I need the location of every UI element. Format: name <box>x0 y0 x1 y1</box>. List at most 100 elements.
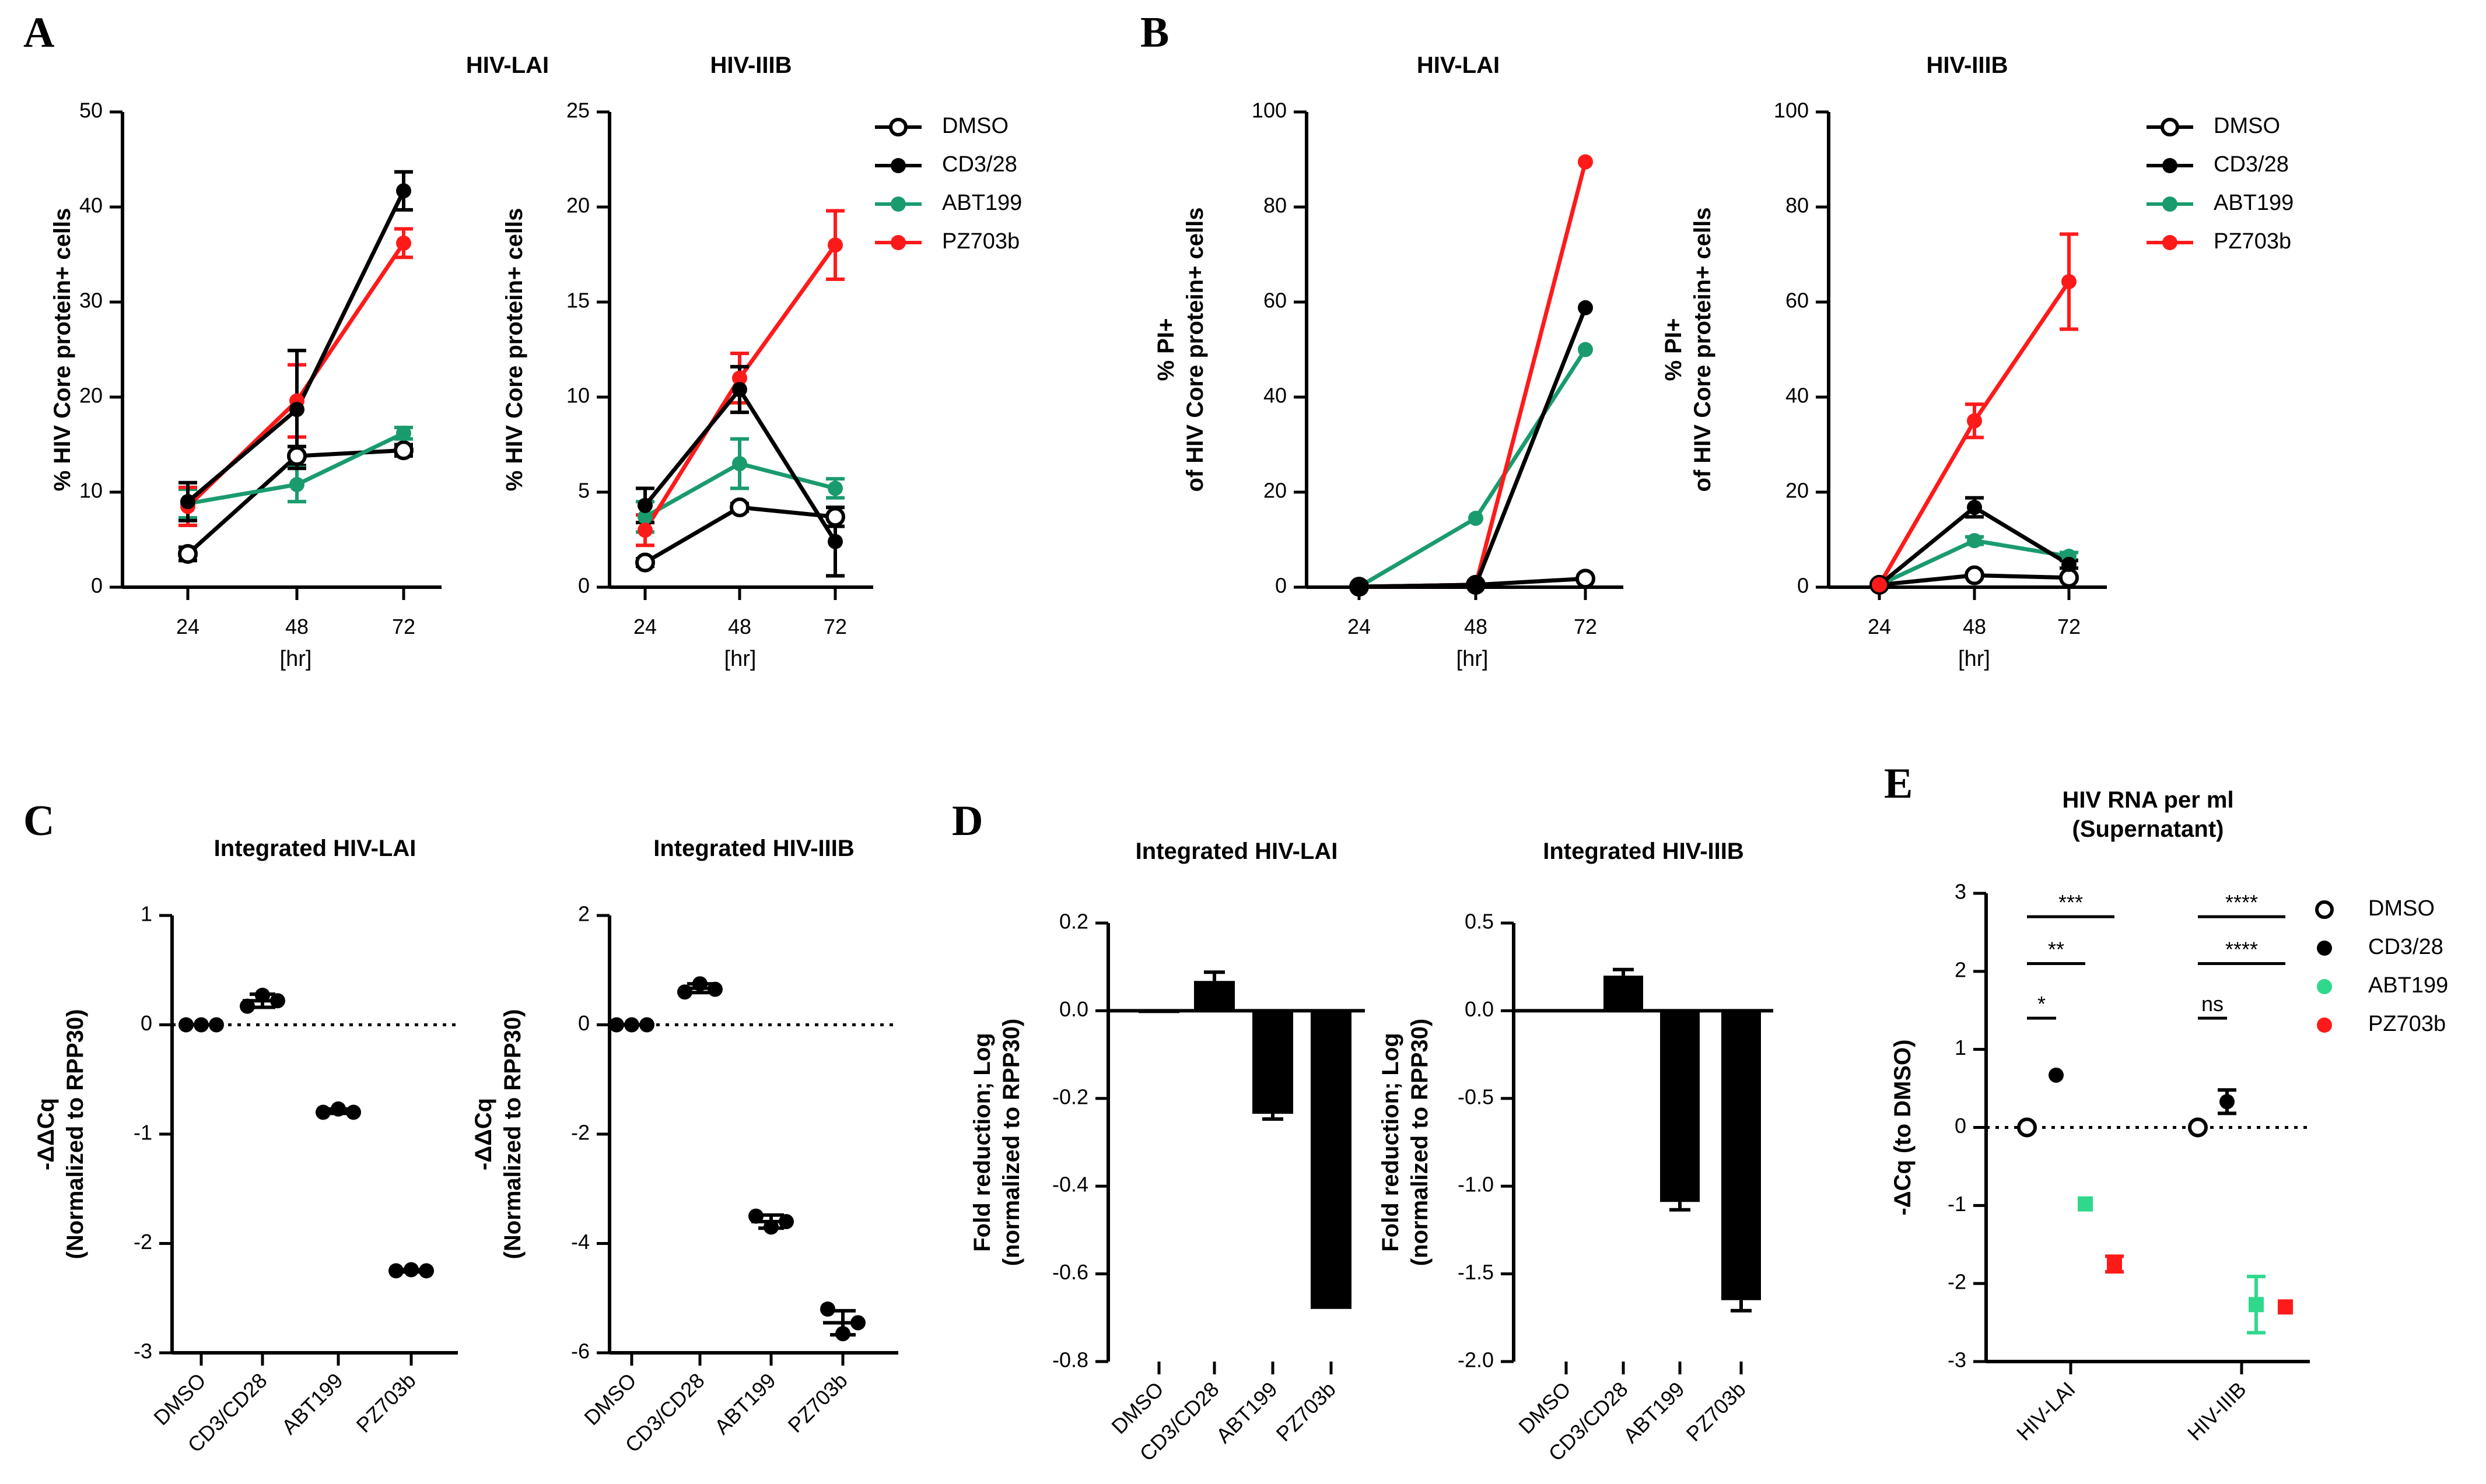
significance-label: **** <box>2225 937 2258 961</box>
y-tick-label: -1.0 <box>1458 1173 1494 1197</box>
point-CD3/28 <box>2061 556 2077 572</box>
y-tick-label: 10 <box>566 384 590 408</box>
y-tick-label: -2 <box>571 1121 590 1145</box>
data-point <box>624 1017 639 1033</box>
y-tick-label: -1 <box>1948 1192 1966 1216</box>
point-DMSO <box>825 507 845 527</box>
y-axis-label: (normalized to RPP30) <box>1407 1019 1433 1267</box>
data-point <box>404 1262 419 1278</box>
y-tick-label: 20 <box>79 384 103 408</box>
line-chart-A1: 0 10 20 30 40 50 24 48 72 [hr] % HIV Core protein+… <box>50 52 549 671</box>
bar-chart-D1: -0.8-0.6-0.4-0.20.00.2DMSOCD3/CD28ABT199… <box>969 839 1365 1466</box>
point-CD3/28 <box>2049 1067 2064 1083</box>
y-tick-label: 40 <box>1785 384 1809 408</box>
legend-marker-DMSO <box>2161 118 2179 136</box>
point-DMSO <box>287 446 307 466</box>
line-chart-B2: 0 20 40 60 80 100 24 48 72 [hr] % PI+ of HIV Core p… <box>1661 52 2294 671</box>
x-tick-label: DMSO <box>579 1369 640 1430</box>
legend-marker-DMSO <box>2315 900 2334 919</box>
data-point <box>820 1301 835 1317</box>
point-ABT199 <box>1578 342 1593 357</box>
y-axis-label: of HIV Core protein+ cells <box>1690 208 1715 492</box>
point-DMSO <box>730 497 750 518</box>
data-point <box>255 987 270 1003</box>
y-tick-label: 2 <box>578 902 590 926</box>
y-tick-label: 0 <box>578 1011 590 1035</box>
point-CD3/28 <box>638 497 653 513</box>
y-axis-label: -ΔΔCq <box>471 1098 496 1170</box>
y-tick-label: 0.0 <box>1059 997 1088 1021</box>
y-tick-label: 25 <box>566 99 590 122</box>
x-tick-label: 48 <box>285 615 309 638</box>
legend-marker-ABT199 <box>891 197 906 212</box>
x-tick-label: 72 <box>1574 615 1597 638</box>
x-tick-label: 72 <box>2057 615 2081 638</box>
y-tick-label: -6 <box>571 1339 590 1363</box>
x-tick-label: HIV-IIIB <box>2183 1377 2251 1446</box>
chart-title: Integrated HIV-LAI <box>214 836 416 861</box>
y-tick-label: 50 <box>79 99 103 122</box>
panel-letter-B: B <box>1140 9 1169 57</box>
data-point <box>748 1208 764 1224</box>
x-tick-label: 48 <box>1963 615 1986 638</box>
chart-title: HIV-LAI <box>466 52 549 78</box>
chart-title: Integrated HIV-IIIB <box>1543 839 1744 864</box>
bar-CD3/CD28 <box>1194 981 1235 1011</box>
x-tick-label: 24 <box>633 615 657 638</box>
x-tick-label: DMSO <box>149 1369 210 1430</box>
data-point <box>779 1214 794 1229</box>
significance-label: * <box>2037 992 2046 1016</box>
x-tick-label: 24 <box>176 615 199 638</box>
point-PZ703b <box>1967 413 1982 429</box>
y-tick-label: -1 <box>134 1121 152 1145</box>
bar-DMSO <box>1139 1011 1179 1013</box>
x-tick-label: 24 <box>1347 615 1371 638</box>
y-tick-label: 0 <box>578 574 590 598</box>
data-point <box>316 1104 331 1120</box>
y-tick-label: 3 <box>1955 880 1966 904</box>
point-PZ703b <box>2061 273 2077 289</box>
legend-label-DMSO: DMSO <box>942 114 1009 138</box>
point-PZ703b <box>396 235 411 251</box>
point-CD3/28 <box>180 494 195 510</box>
x-tick-label: 72 <box>392 615 415 638</box>
point-CD3/28 <box>289 402 304 418</box>
point-CD3/28 <box>396 183 411 199</box>
chart-title: HIV-IIIB <box>710 52 792 78</box>
bar-DMSO <box>1546 1009 1586 1012</box>
point-ABT199 <box>396 425 411 441</box>
data-point <box>850 1315 866 1331</box>
bar-PZ703b <box>1311 1011 1351 1309</box>
significance-label: *** <box>2058 890 2083 914</box>
x-tick-label: PZ703b <box>352 1369 421 1437</box>
y-tick-label: -0.4 <box>1052 1173 1088 1197</box>
y-tick-label: -2 <box>134 1230 152 1254</box>
x-tick-label: PZ703b <box>1682 1377 1750 1446</box>
point-DMSO <box>2188 1117 2208 1138</box>
y-tick-label: -4 <box>571 1230 590 1254</box>
y-tick-label: 2 <box>1955 957 1966 981</box>
point-DMSO <box>1965 565 1984 585</box>
line-chart-B1: 0 20 40 60 80 100 24 48 72 [hr] % PI+ of HIV Core p… <box>1153 52 1623 671</box>
point-DMSO <box>2059 567 2079 588</box>
legend-marker-CD3/28 <box>2162 158 2177 173</box>
y-axis-label: (normalized to RPP30) <box>999 1019 1024 1267</box>
panel-letter-A: A <box>23 9 54 57</box>
y-tick-label: -0.6 <box>1052 1260 1088 1284</box>
legend-marker-ABT199 <box>2162 197 2177 212</box>
y-tick-label: -0.2 <box>1052 1085 1088 1108</box>
point-CD3/28 <box>1578 300 1593 315</box>
y-tick-label: 40 <box>1263 384 1287 408</box>
y-axis-label: % PI+ <box>1661 318 1686 381</box>
y-axis-label: Fold reduction; Log <box>1378 1033 1403 1252</box>
legend-marker-PZ703b <box>2317 1018 2332 1033</box>
data-point <box>708 981 723 997</box>
y-tick-label: 0 <box>1955 1114 1966 1138</box>
panel-letter-C: C <box>23 797 54 845</box>
point-ABT199 <box>1967 533 1982 549</box>
point-DMSO <box>394 440 414 461</box>
data-point <box>331 1101 346 1117</box>
